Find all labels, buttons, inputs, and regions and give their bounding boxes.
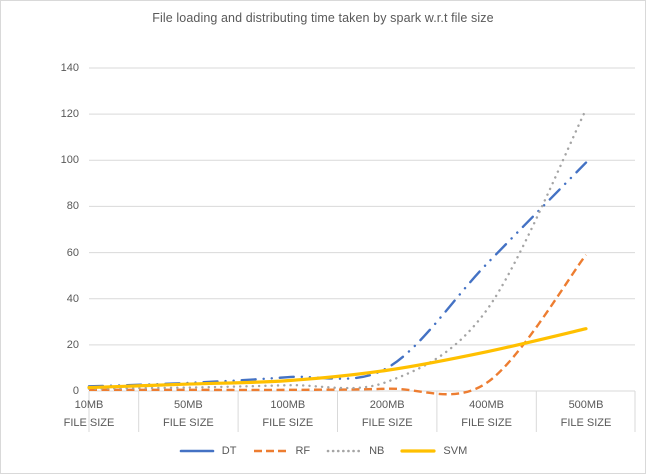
category-size-label: 500MB <box>568 399 604 411</box>
y-tick-label: 0 <box>72 385 79 397</box>
category-sublabel: FILE SIZE <box>461 417 512 429</box>
y-tick-label: 140 <box>60 62 79 74</box>
x-category-label: 500MB FILE SIZE <box>539 395 633 432</box>
category-sublabel: FILE SIZE <box>63 417 115 429</box>
y-tick-label: 60 <box>66 246 79 259</box>
x-category-label: 200MB FILE SIZE <box>340 395 434 432</box>
legend-label-rf: RF <box>295 445 311 457</box>
category-size-label: 10MB <box>74 399 104 411</box>
y-tick-label: 100 <box>60 154 79 167</box>
legend-item-rf: RF <box>252 445 310 457</box>
legend-swatch-rf <box>254 449 287 453</box>
legend-label-svm: SVM <box>443 445 468 457</box>
y-tick-label: 40 <box>66 292 79 305</box>
x-category-label: 400MB FILE SIZE <box>440 395 534 432</box>
category-sublabel: FILE SIZE <box>262 417 314 429</box>
category-size-label: 100MB <box>270 399 306 411</box>
category-size-label: 50MB <box>174 399 203 411</box>
category-size-label: 400MB <box>469 399 505 411</box>
legend-item-dt: DT <box>179 445 237 457</box>
legend-label-dt: DT <box>221 445 237 457</box>
series-line-dt <box>87 161 588 388</box>
legend-item-svm: SVM <box>400 445 467 457</box>
y-tick-label: 80 <box>66 200 79 213</box>
x-category-label: 100MB FILE SIZE <box>241 395 335 432</box>
legend-swatch-svm <box>400 449 436 453</box>
y-tick-label: 120 <box>60 108 79 121</box>
series-line-rf <box>89 254 587 396</box>
category-sublabel: FILE SIZE <box>560 417 612 429</box>
x-category-label: 50MB FILE SIZE <box>141 395 235 432</box>
legend: DT RF NB SVM <box>1 445 645 457</box>
legend-item-nb: NB <box>326 445 384 457</box>
legend-swatch-nb <box>326 449 362 453</box>
legend-label-nb: NB <box>369 445 385 457</box>
chart-title: File loading and distributing time taken… <box>152 11 494 25</box>
legend-swatch-dt <box>179 449 215 453</box>
series-line-svm <box>87 327 588 390</box>
x-category-label: 10MB FILE SIZE <box>42 395 136 432</box>
category-sublabel: FILE SIZE <box>361 417 413 429</box>
category-sublabel: FILE SIZE <box>163 417 214 429</box>
category-size-label: 200MB <box>369 399 405 411</box>
y-tick-label: 20 <box>66 338 79 351</box>
